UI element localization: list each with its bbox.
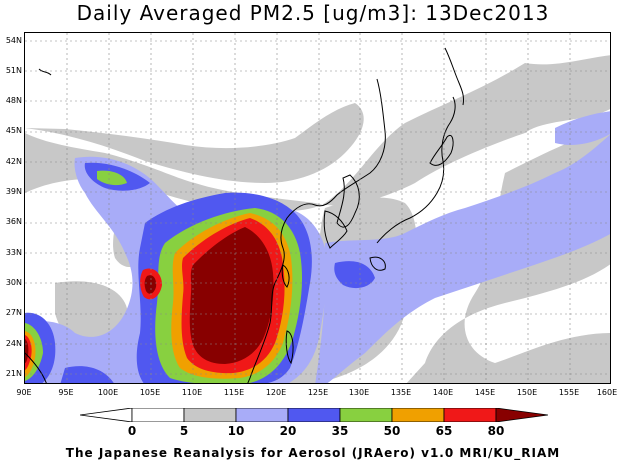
lon-label-95e: 95E <box>58 388 74 397</box>
coastlines <box>25 47 464 383</box>
footer-credit: The Japanese Reanalysis for Aerosol (JRA… <box>65 446 561 460</box>
lon-label-145e: 145E <box>474 388 496 397</box>
concentration-layer-80-plus <box>25 227 274 364</box>
colorbar-segment-5-10 <box>183 408 237 422</box>
lat-label-24n: 24N <box>5 339 22 348</box>
lon-label-120e: 120E <box>265 388 287 397</box>
colorbar-tick-20: 20 <box>279 424 297 438</box>
colorbar-tick-0: 0 <box>127 424 137 438</box>
colorbar-tick-5: 5 <box>179 424 189 438</box>
colorbar-segment-0-5 <box>131 408 185 422</box>
lat-label-42n: 42N <box>5 157 22 166</box>
lon-label-105e: 105E <box>139 388 161 397</box>
lon-label-115e: 115E <box>223 388 245 397</box>
graticule <box>25 33 610 383</box>
lat-label-54n: 54N <box>5 36 22 45</box>
map-title: Daily Averaged PM2.5 [ug/m3]: 13Dec2013 <box>76 1 550 25</box>
colorbar-tick-65: 65 <box>435 424 453 438</box>
colorbar-tick-50: 50 <box>383 424 401 438</box>
lon-label-135e: 135E <box>390 388 412 397</box>
lon-label-125e: 125E <box>307 388 329 397</box>
lat-label-39n: 39N <box>5 187 22 196</box>
lat-label-33n: 33N <box>5 248 22 257</box>
colorbar <box>80 408 548 422</box>
colorbar-segment-65-80 <box>443 408 497 422</box>
lat-label-36n: 36N <box>5 217 22 226</box>
colorbar-segment-50-65 <box>391 408 445 422</box>
colorbar-segment-10-20 <box>235 408 289 422</box>
colorbar-tick-35: 35 <box>331 424 349 438</box>
lon-label-160e: 160E <box>596 388 618 397</box>
colorbar-segment-below-0 <box>80 408 133 422</box>
lon-label-130e: 130E <box>348 388 370 397</box>
lat-label-48n: 48N <box>5 96 22 105</box>
lon-label-110e: 110E <box>181 388 203 397</box>
lat-label-30n: 30N <box>5 278 22 287</box>
lat-label-27n: 27N <box>5 308 22 317</box>
lat-label-21n: 21N <box>5 369 22 378</box>
colorbar-segment-35-50 <box>339 408 393 422</box>
lon-label-155e: 155E <box>558 388 580 397</box>
lon-label-150e: 150E <box>516 388 538 397</box>
colorbar-segment-20-35 <box>287 408 341 422</box>
lon-label-100e: 100E <box>97 388 119 397</box>
lon-label-140e: 140E <box>432 388 454 397</box>
pm25-map <box>24 32 611 384</box>
lat-label-51n: 51N <box>5 66 22 75</box>
lon-label-90e: 90E <box>16 388 32 397</box>
colorbar-segment-above-80 <box>495 408 548 422</box>
colorbar-tick-10: 10 <box>227 424 245 438</box>
pm25-map-canvas <box>25 33 610 383</box>
colorbar-tick-80: 80 <box>487 424 505 438</box>
lat-label-45n: 45N <box>5 126 22 135</box>
